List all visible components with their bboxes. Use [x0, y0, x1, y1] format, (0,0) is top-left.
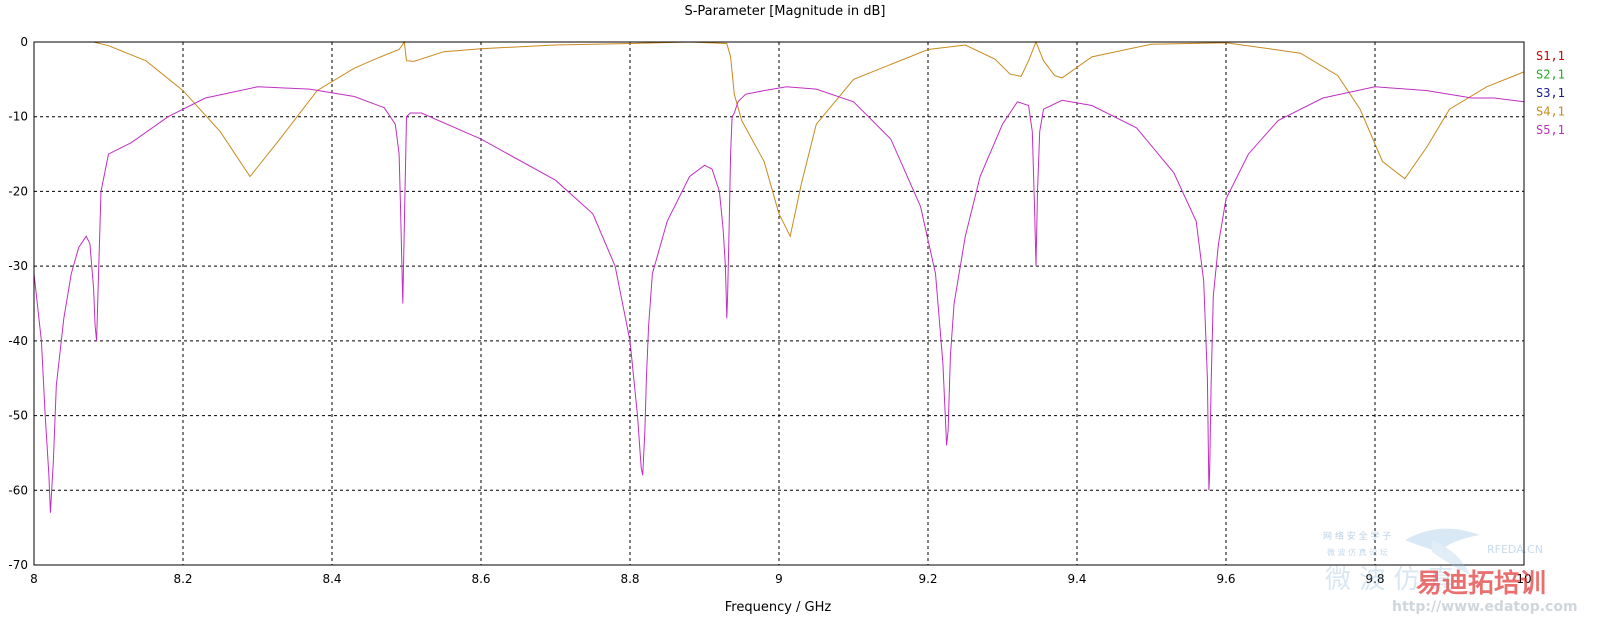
watermark-big-chars: 微 波 仿 真 — [1325, 565, 1454, 595]
x-tick-label: 8 — [30, 572, 38, 586]
grid — [34, 42, 1524, 565]
y-tick-label: -20 — [8, 184, 28, 198]
y-axis-ticks: 0 -10 -20 -30 -40 -50 -60 -70 — [8, 35, 28, 572]
legend-item: S4,1 — [1536, 105, 1565, 119]
watermark-tag: RFEDA.CN — [1487, 543, 1543, 556]
y-tick-label: -40 — [8, 334, 28, 348]
x-tick-label: 9.4 — [1067, 572, 1086, 586]
watermark-bird-logo — [1405, 528, 1480, 575]
plot-frame — [33, 41, 1525, 566]
y-tick-label: -70 — [8, 558, 28, 572]
x-tick-label: 9.6 — [1216, 572, 1235, 586]
x-tick-label: 9.8 — [1365, 572, 1384, 586]
watermark-small-text: 网 络 安 全 学 子 — [1323, 530, 1391, 542]
x-tick-label: 9 — [775, 572, 783, 586]
x-tick-label: 10 — [1516, 572, 1531, 586]
series-line-s41 — [34, 40, 1525, 238]
x-tick-label: 8.2 — [173, 572, 192, 586]
legend-item: S5,1 — [1536, 123, 1565, 137]
x-tick-label: 8.4 — [322, 572, 341, 586]
y-tick-label: -50 — [8, 409, 28, 423]
y-tick-label: -30 — [8, 259, 28, 273]
series-line-s51 — [33, 86, 1525, 513]
watermark-url: http://www.edatop.com — [1392, 599, 1578, 615]
legend-item: S2,1 — [1536, 68, 1565, 82]
watermark-sub-text: 微 波 仿 真 论 坛 — [1327, 547, 1388, 557]
y-tick-label: -10 — [8, 110, 28, 124]
y-tick-label: 0 — [20, 35, 28, 49]
chart-title: S-Parameter [Magnitude in dB] — [684, 4, 885, 19]
x-axis-ticks: 8 8.2 8.4 8.6 8.8 9 9.2 9.4 9.6 9.8 10 — [30, 572, 1531, 586]
x-tick-label: 9.2 — [918, 572, 937, 586]
watermark: 网 络 安 全 学 子 微 波 仿 真 论 坛 RFEDA.CN 微 波 仿 真… — [1323, 528, 1578, 615]
legend-item: S3,1 — [1536, 86, 1565, 100]
legend-item: S1,1 — [1536, 49, 1565, 63]
legend: S1,1 S2,1 S3,1 S4,1 S5,1 — [1536, 49, 1565, 137]
y-tick-label: -60 — [8, 483, 28, 497]
x-tick-label: 8.6 — [471, 572, 490, 586]
x-tick-label: 8.8 — [620, 572, 639, 586]
watermark-brand: 易迪拓培训 — [1416, 569, 1546, 599]
x-axis-label: Frequency / GHz — [725, 600, 832, 615]
